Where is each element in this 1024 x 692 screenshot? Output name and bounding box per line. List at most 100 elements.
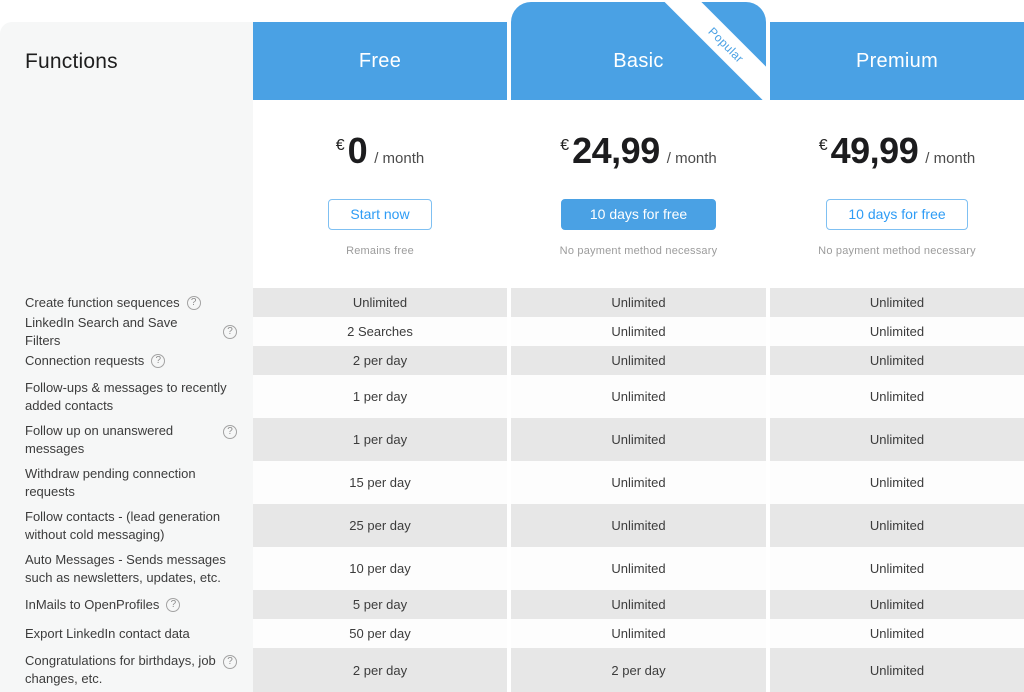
price-period: / month (374, 150, 425, 167)
feature-value-premium: Unlimited (770, 648, 1024, 692)
price-period: / month (925, 150, 976, 167)
plan-name-basic: Basic (613, 49, 664, 72)
feature-value-free: 1 per day (253, 375, 507, 418)
column-gap (507, 375, 511, 418)
plan-header-basic: Basic Popular (511, 2, 766, 100)
plan-note-basic: No payment method necessary (559, 245, 718, 257)
feature-value-free: 2 per day (253, 648, 507, 692)
feature-row: Congratulations for birthdays, job chang… (0, 648, 1024, 692)
price-section-basic: € 24,99 / month 10 days for free No paym… (511, 100, 766, 288)
price-free: € 0 / month (336, 130, 424, 174)
feature-label: Follow contacts - (lead generation witho… (25, 508, 221, 542)
price-section-premium: € 49,99 / month 10 days for free No paym… (770, 100, 1024, 288)
feature-label-cell: Create function sequences ? (0, 288, 253, 317)
plan-header-free: Free (253, 22, 507, 100)
currency-symbol: € (335, 137, 345, 154)
column-gap (507, 547, 511, 590)
feature-label: Follow up on unanswered messages (25, 422, 174, 456)
feature-row: Connection requests ? 2 per day Unlimite… (0, 346, 1024, 375)
feature-value-basic: Unlimited (511, 504, 766, 547)
currency-symbol: € (818, 137, 828, 154)
price-basic: € 24,99 / month (560, 130, 717, 174)
help-icon[interactable]: ? (223, 655, 237, 669)
feature-value-basic: Unlimited (511, 418, 766, 461)
feature-label: InMails to OpenProfiles (25, 596, 160, 612)
feature-value-premium: Unlimited (770, 288, 1024, 317)
column-gap (507, 619, 511, 648)
price-amount: 24,99 (572, 130, 660, 171)
popular-ribbon: Popular (663, 2, 766, 100)
column-gap (766, 288, 770, 317)
column-gap (507, 461, 511, 504)
help-icon[interactable]: ? (223, 425, 237, 439)
price-period: / month (666, 150, 717, 167)
price-premium: € 49,99 / month (819, 130, 976, 174)
plan-header-premium: Premium (770, 22, 1024, 100)
feature-value-premium: Unlimited (770, 619, 1024, 648)
column-gap (766, 317, 770, 346)
feature-row: InMails to OpenProfiles ? 5 per day Unli… (0, 590, 1024, 619)
feature-value-free: 2 Searches (253, 317, 507, 346)
trial-button-premium[interactable]: 10 days for free (826, 199, 968, 230)
feature-value-free: 2 per day (253, 346, 507, 375)
help-icon[interactable]: ? (223, 324, 237, 339)
feature-value-basic: Unlimited (511, 547, 766, 590)
feature-label: Withdraw pending connection requests (25, 465, 196, 499)
feature-value-premium: Unlimited (770, 375, 1024, 418)
feature-value-premium: Unlimited (770, 547, 1024, 590)
feature-value-free: 5 per day (253, 590, 507, 619)
column-gap (507, 504, 511, 547)
start-now-button[interactable]: Start now (328, 199, 432, 230)
feature-value-premium: Unlimited (770, 461, 1024, 504)
feature-row: Follow up on unanswered messages ? 1 per… (0, 418, 1024, 461)
column-gap (766, 648, 770, 692)
column-gap (766, 547, 770, 590)
help-icon[interactable]: ? (186, 295, 201, 310)
feature-row: Follow contacts - (lead generation witho… (0, 504, 1024, 547)
feature-label-cell: Follow-ups & messages to recently added … (0, 375, 253, 418)
column-gap (766, 504, 770, 547)
feature-label: LinkedIn Search and Save Filters (25, 314, 178, 348)
help-icon[interactable]: ? (151, 353, 166, 368)
trial-button-basic[interactable]: 10 days for free (560, 199, 717, 230)
feature-label: Create function sequences (25, 294, 180, 310)
feature-value-free: Unlimited (253, 288, 507, 317)
feature-row: LinkedIn Search and Save Filters ? 2 Sea… (0, 314, 1024, 348)
feature-row: Create function sequences ? Unlimited Un… (0, 288, 1024, 317)
column-gap (766, 590, 770, 619)
feature-value-free: 10 per day (253, 547, 507, 590)
column-gap (507, 590, 511, 619)
plan-name-premium: Premium (855, 49, 939, 72)
feature-value-free: 15 per day (253, 461, 507, 504)
column-gap (507, 648, 511, 692)
feature-row: Export LinkedIn contact data 50 per day … (0, 619, 1024, 648)
price-section-free: € 0 / month Start now Remains free (253, 100, 507, 288)
feature-value-basic: Unlimited (511, 317, 766, 346)
column-gap (766, 346, 770, 375)
column-gap (766, 619, 770, 648)
feature-label: Connection requests (25, 352, 145, 368)
feature-row: Follow-ups & messages to recently added … (0, 375, 1024, 418)
feature-label-cell: Follow up on unanswered messages ? (0, 418, 253, 461)
column-gap (766, 375, 770, 418)
feature-label-cell: Follow contacts - (lead generation witho… (0, 504, 253, 547)
feature-row: Withdraw pending connection requests 15 … (0, 461, 1024, 504)
help-icon[interactable]: ? (166, 597, 181, 612)
feature-label: Export LinkedIn contact data (25, 625, 190, 641)
feature-value-basic: Unlimited (511, 619, 766, 648)
feature-value-basic: Unlimited (511, 346, 766, 375)
feature-label-cell: Withdraw pending connection requests (0, 461, 253, 504)
feature-label-cell: Congratulations for birthdays, job chang… (0, 648, 253, 692)
column-gap (766, 418, 770, 461)
feature-value-free: 50 per day (253, 619, 507, 648)
feature-value-basic: Unlimited (511, 461, 766, 504)
feature-label: Congratulations for birthdays, job chang… (25, 653, 216, 686)
feature-value-premium: Unlimited (770, 504, 1024, 547)
feature-value-free: 25 per day (253, 504, 507, 547)
column-gap (507, 317, 511, 346)
column-gap (507, 346, 511, 375)
price-amount: 49,99 (830, 130, 919, 171)
feature-label: Auto Messages - Sends messages such as n… (25, 551, 226, 585)
feature-row: Auto Messages - Sends messages such as n… (0, 547, 1024, 590)
